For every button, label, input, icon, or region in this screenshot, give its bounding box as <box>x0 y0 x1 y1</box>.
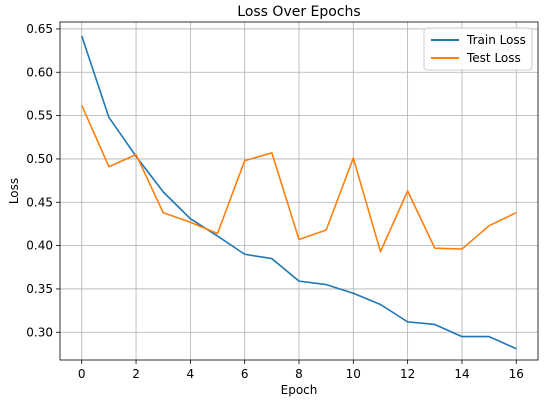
x-tick-label: 4 <box>187 367 195 381</box>
legend-box <box>423 27 533 71</box>
y-tick-label: 0.50 <box>26 152 53 166</box>
y-tick-label: 0.55 <box>26 109 53 123</box>
x-tick-label: 0 <box>78 367 86 381</box>
y-tick-label: 0.35 <box>26 282 53 296</box>
series-line-train-loss <box>80 35 517 350</box>
y-tick-label: 0.65 <box>26 22 53 36</box>
x-axis-label: Epoch <box>281 383 318 397</box>
y-tick-label: 0.60 <box>26 65 53 79</box>
y-tick-label: 0.40 <box>26 239 53 253</box>
legend: Train Loss Test Loss <box>423 27 533 71</box>
x-tick-label: 16 <box>509 367 524 381</box>
chart-title: Loss Over Epochs <box>237 4 360 20</box>
legend-label-test-loss: Test Loss <box>466 51 521 65</box>
x-tick-label: 8 <box>295 367 303 381</box>
x-tick-label: 12 <box>400 367 415 381</box>
x-tick-label: 6 <box>241 367 249 381</box>
y-axis-label: Loss <box>7 178 21 204</box>
series-lines <box>80 35 517 350</box>
series-line-test-loss <box>80 104 517 253</box>
y-tick-label: 0.30 <box>26 325 53 339</box>
legend-label-train-loss: Train Loss <box>466 33 526 47</box>
x-tick-label: 10 <box>346 367 361 381</box>
y-tick-label: 0.45 <box>26 195 53 209</box>
x-tick-label: 2 <box>132 367 140 381</box>
x-tick-label: 14 <box>454 367 469 381</box>
grid <box>60 22 538 360</box>
x-axis: 0 2 4 6 8 10 12 14 16 <box>78 360 524 381</box>
y-axis: 0.30 0.35 0.40 0.45 0.50 0.55 0.60 0.65 <box>26 22 60 339</box>
